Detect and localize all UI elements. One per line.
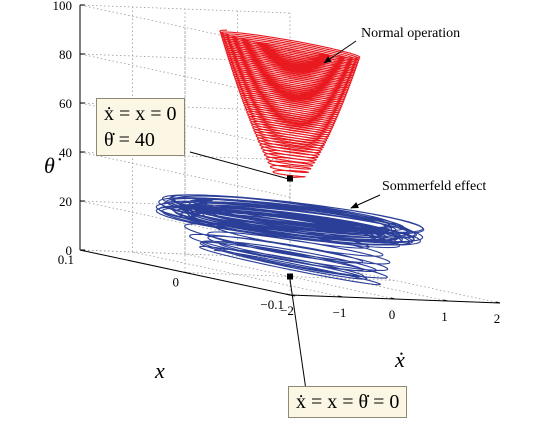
xdot-tick-3 — [443, 299, 448, 302]
xdot-tick-label-4: 2 — [494, 311, 501, 326]
xdot-tick-4 — [495, 301, 501, 304]
x-tick-label-0: 0.1 — [58, 252, 74, 267]
arrow-normal-operation — [323, 40, 357, 64]
annotation-sommerfeld-effect: Sommerfeld effect — [382, 179, 486, 194]
callout-start-sommerfeld: ẋ = x = θ̇ = 0 — [288, 386, 408, 418]
grid-back-horizontal-4 — [79, 53, 291, 63]
curve-layer — [155, 29, 425, 391]
grid-back-horizontal-3 — [79, 102, 291, 112]
grid-back-horizontal-5 — [79, 4, 291, 14]
arrow-sommerfeld-effect — [350, 194, 381, 209]
xdot-tick-1 — [338, 295, 343, 298]
callout-start-normal: ẋ = x = 0 θ̇ = 40 — [96, 98, 185, 156]
annotation-layer: Normal operation Sommerfeld effect θ̇ ẋ … — [44, 26, 486, 383]
xdot-tick-label-1: −1 — [333, 305, 347, 320]
annotation-normal-operation: Normal operation — [361, 26, 460, 41]
x-tick-1 — [184, 272, 191, 274]
x-tick-2 — [289, 294, 296, 297]
x-tick-label-2: −0.1 — [260, 297, 284, 312]
xdot-tick-2 — [390, 297, 396, 300]
x-tick-label-1: 0 — [173, 275, 180, 290]
theta-tick-label-5: 100 — [53, 0, 73, 13]
theta-tick-label-1: 20 — [59, 194, 72, 209]
xdot-tick-label-0: −2 — [280, 303, 294, 318]
callout-start-normal-line-1: ẋ = x = 0 — [104, 103, 177, 125]
start-marker-sommerfeld — [287, 273, 293, 280]
xdot-tick-label-3: 1 — [441, 309, 448, 324]
callout-start-sommerfeld-line-1: ẋ = x = θ̇ = 0 — [296, 391, 400, 413]
xdot-tick-label-2: 0 — [389, 307, 396, 322]
theta-tick-label-0: 0 — [66, 243, 73, 258]
grid-floor-x-0 — [79, 249, 291, 259]
leader-callout-sommerfeld — [289, 279, 307, 391]
theta-tick-label-4: 80 — [59, 47, 72, 62]
xdot-tick-0 — [285, 293, 291, 296]
theta-tick-label-2: 40 — [59, 145, 72, 160]
series-normal-operation-trajectory — [219, 29, 361, 179]
x-axis-label: ẋ — [394, 347, 405, 372]
theta-tick-label-3: 60 — [59, 96, 72, 111]
y-axis-label: x — [154, 358, 165, 383]
grid-left-horizontal-2 — [79, 151, 291, 198]
series-sommerfeld-trajectory — [155, 194, 425, 286]
leader-callout-normal — [189, 151, 288, 179]
start-marker-normal — [287, 175, 293, 182]
callout-start-normal-line-2: θ̇ = 40 — [104, 129, 155, 151]
